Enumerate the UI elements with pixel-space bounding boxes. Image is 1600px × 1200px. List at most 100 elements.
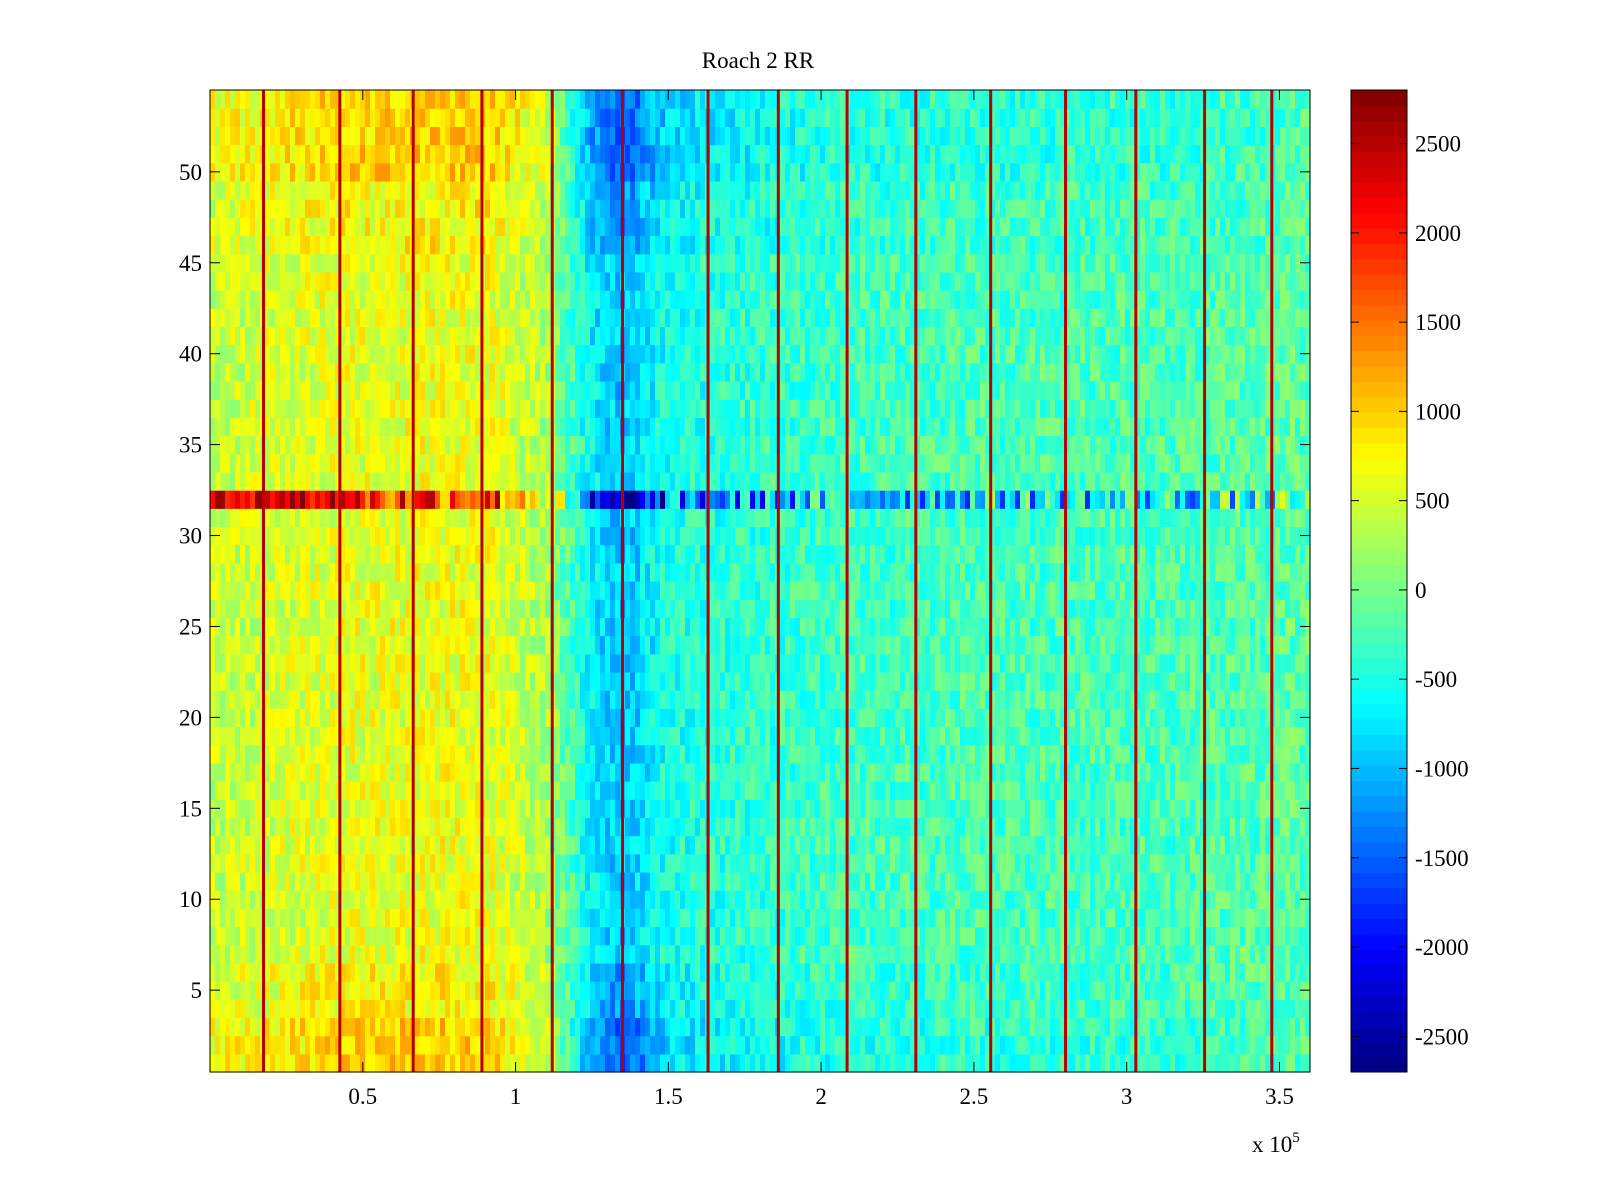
heatmap-cell	[1125, 762, 1131, 782]
heatmap-cell	[215, 671, 221, 691]
heatmap-cell	[1155, 944, 1161, 964]
heatmap-cell	[530, 708, 536, 728]
heatmap-cell	[765, 999, 771, 1019]
heatmap-cell	[430, 744, 436, 764]
heatmap-cell	[365, 999, 371, 1019]
heatmap-cell	[245, 671, 251, 691]
heatmap-cell	[1230, 999, 1236, 1019]
heatmap-cell	[220, 890, 226, 909]
heatmap-cell	[1235, 981, 1241, 1000]
heatmap-cell	[560, 781, 566, 800]
heatmap-cell	[435, 1053, 441, 1073]
heatmap-cell	[1060, 944, 1066, 964]
heatmap-cell	[375, 1053, 381, 1073]
heatmap-cell	[655, 890, 661, 909]
heatmap-cell	[1290, 690, 1296, 709]
heatmap-cell	[710, 1035, 716, 1055]
heatmap-cell	[1245, 762, 1251, 782]
heatmap-cell	[365, 926, 371, 946]
heatmap-cell	[240, 744, 246, 764]
heatmap-cell	[500, 1053, 506, 1073]
heatmap-cell	[1230, 726, 1236, 746]
heatmap-cell	[640, 1053, 646, 1073]
heatmap-cell	[295, 726, 301, 746]
heatmap-cell	[560, 871, 566, 891]
heatmap-cell	[1255, 871, 1261, 891]
heatmap-cell	[820, 744, 826, 764]
heatmap-cell	[1215, 835, 1221, 855]
heatmap-cell	[510, 762, 516, 782]
heatmap-cell	[330, 690, 336, 709]
heatmap-cell	[275, 690, 281, 709]
heatmap-cell	[220, 1017, 226, 1037]
heatmap-cell	[980, 744, 986, 764]
heatmap-cell	[750, 835, 756, 855]
heatmap-cell	[425, 781, 431, 800]
heatmap-cell	[770, 835, 776, 855]
heatmap-cell	[600, 890, 606, 909]
heatmap-cell	[1095, 835, 1101, 855]
heatmap-cell	[1045, 1017, 1051, 1037]
heatmap-cell	[420, 708, 426, 728]
heatmap-cell	[540, 926, 546, 946]
heatmap-cell	[325, 871, 331, 891]
heatmap-cell	[755, 708, 761, 728]
heatmap-cell	[1250, 999, 1256, 1019]
heatmap-cell	[605, 999, 611, 1019]
heatmap-cell	[715, 653, 721, 673]
heatmap-cell	[675, 835, 681, 855]
heatmap-cell	[790, 1053, 796, 1073]
heatmap-cell	[465, 835, 471, 855]
heatmap-cell	[700, 762, 706, 782]
heatmap-cell	[1285, 671, 1291, 691]
heatmap-cell	[1215, 962, 1221, 982]
heatmap-cell	[1245, 890, 1251, 909]
heatmap-cell	[325, 744, 331, 764]
heatmap-cell	[655, 926, 661, 946]
heatmap-cell	[405, 908, 411, 928]
heatmap-cell	[575, 981, 581, 1000]
heatmap-cell	[1085, 999, 1091, 1019]
heatmap-cell	[210, 1053, 216, 1073]
heatmap-cell	[1280, 671, 1286, 691]
heatmap-cell	[380, 999, 386, 1019]
heatmap-cell	[1280, 871, 1286, 891]
heatmap-cell	[1185, 726, 1191, 746]
heatmap-cell	[325, 762, 331, 782]
heatmap-cell	[485, 781, 491, 800]
heatmap-cell	[1050, 1035, 1056, 1055]
heatmap-cell	[1115, 671, 1121, 691]
heatmap-cell	[710, 890, 716, 909]
heatmap-cell	[570, 926, 576, 946]
heatmap-cell	[1255, 726, 1261, 746]
heatmap-cell	[340, 981, 346, 1000]
heatmap-cell	[645, 908, 651, 928]
heatmap-cell	[730, 690, 736, 709]
heatmap-cell	[465, 944, 471, 964]
heatmap-cell	[680, 726, 686, 746]
heatmap-cell	[1290, 962, 1296, 982]
heatmap-cell	[750, 999, 756, 1019]
heatmap-cell	[600, 962, 606, 982]
heatmap-cell	[1090, 981, 1096, 1000]
heatmap-cell	[290, 690, 296, 709]
heatmap-cell	[1165, 744, 1171, 764]
heatmap-cell	[1000, 671, 1006, 691]
heatmap-cell	[1100, 1017, 1106, 1037]
heatmap-cell	[905, 853, 911, 873]
heatmap-cell	[390, 744, 396, 764]
heatmap-cell	[570, 1017, 576, 1037]
heatmap-cell	[740, 726, 746, 746]
heatmap-cell	[1065, 835, 1071, 855]
heatmap-cell	[645, 962, 651, 982]
heatmap-cell	[1060, 762, 1066, 782]
heatmap-cell	[1155, 781, 1161, 800]
heatmap-cell	[440, 1017, 446, 1037]
heatmap-cell	[785, 1017, 791, 1037]
heatmap-cell	[1205, 690, 1211, 709]
heatmap-cell	[315, 908, 321, 928]
heatmap-cell	[1255, 999, 1261, 1019]
heatmap-cell	[780, 726, 786, 746]
heatmap-cell	[730, 653, 736, 673]
heatmap-cell	[1045, 981, 1051, 1000]
